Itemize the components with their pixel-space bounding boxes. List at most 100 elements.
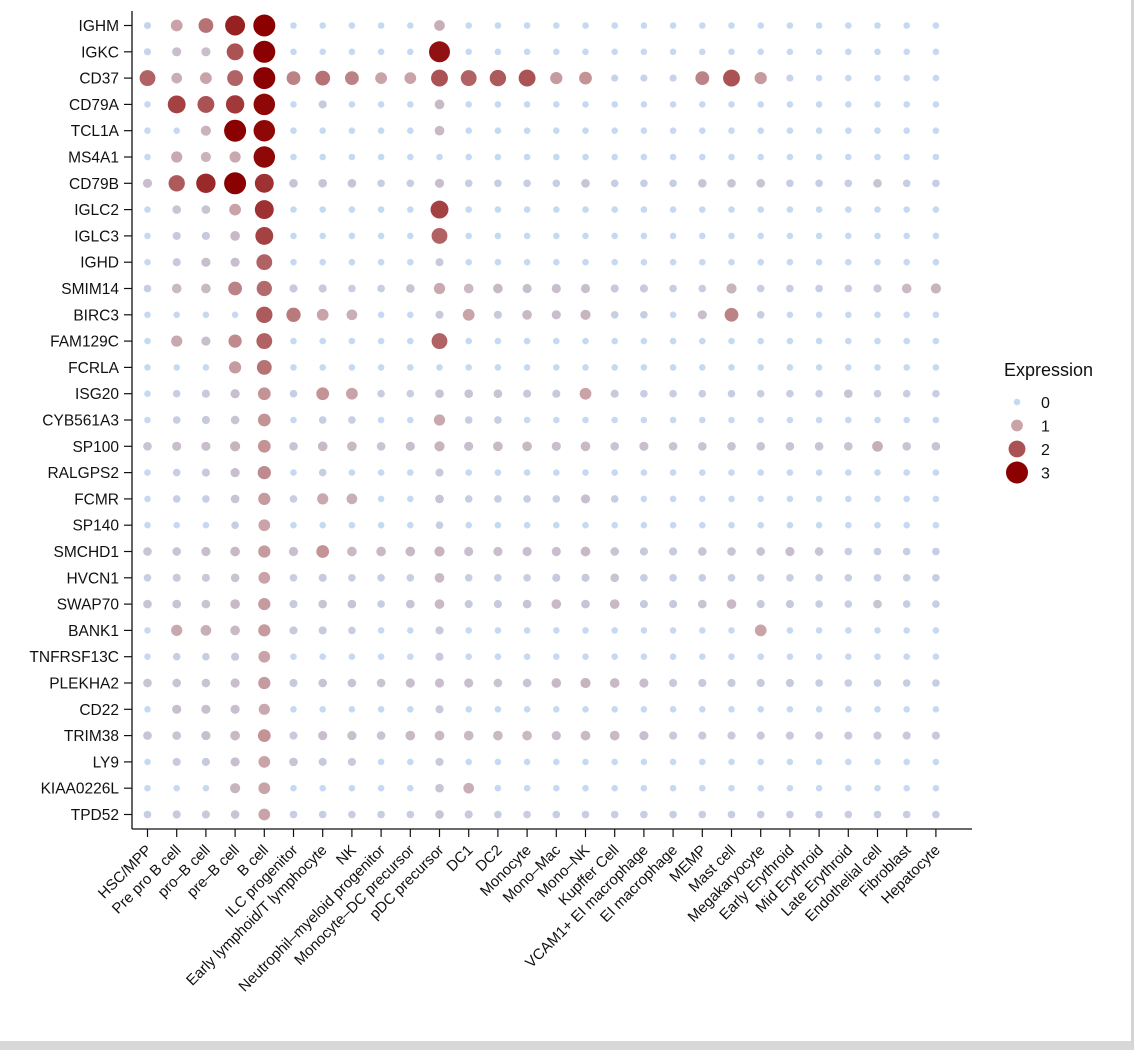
expression-dot	[523, 258, 531, 266]
expression-dot	[815, 679, 823, 687]
expression-dot	[756, 547, 766, 556]
expression-dot	[436, 153, 443, 161]
expression-dot	[902, 679, 911, 687]
expression-dot	[874, 232, 881, 240]
expression-dot	[377, 337, 385, 345]
expression-dot	[463, 782, 475, 794]
expression-dot	[523, 232, 531, 240]
expression-dot	[465, 521, 473, 529]
expression-dot	[406, 810, 415, 819]
expression-dot	[728, 206, 735, 213]
expression-dot	[201, 415, 210, 425]
expression-dot	[845, 258, 852, 266]
expression-dot	[785, 678, 794, 688]
expression-dot	[728, 469, 735, 476]
expression-dot	[348, 364, 356, 371]
expression-dot	[494, 416, 502, 424]
expression-dot	[815, 311, 823, 319]
expression-dot	[464, 678, 474, 688]
expression-dot	[230, 678, 240, 688]
expression-dot	[757, 653, 764, 660]
expression-dot	[757, 22, 764, 29]
gene-label: BANK1	[68, 623, 119, 640]
expression-dot	[815, 731, 824, 740]
expression-dot	[815, 627, 823, 634]
expression-dot	[699, 22, 706, 29]
expression-dot	[640, 758, 648, 766]
expression-dot	[433, 282, 446, 295]
expression-dot	[200, 72, 212, 84]
expression-dot	[230, 257, 240, 267]
expression-dot	[845, 311, 852, 319]
expression-dot	[465, 653, 473, 660]
expression-dot	[756, 731, 765, 740]
expression-dot	[757, 784, 764, 792]
expression-dot	[903, 22, 910, 29]
expression-dot	[932, 337, 940, 345]
expression-dot	[639, 284, 648, 293]
expression-dot	[551, 310, 561, 320]
expression-dot	[464, 546, 474, 557]
expression-dot	[697, 441, 707, 451]
expression-dot	[611, 258, 618, 266]
expression-dot	[815, 653, 823, 660]
expression-dot	[198, 18, 214, 33]
expression-dot	[903, 48, 910, 56]
expression-dot	[253, 146, 276, 168]
expression-dot	[757, 258, 764, 266]
expression-dot	[493, 310, 502, 319]
expression-dot	[347, 678, 357, 688]
gene-label: FCMR	[74, 491, 119, 508]
expression-dot	[202, 784, 210, 792]
expression-dot	[201, 704, 211, 714]
expression-dot	[465, 364, 473, 371]
expression-dot	[932, 311, 940, 319]
expression-dot	[348, 521, 356, 529]
expression-dot	[523, 179, 531, 188]
expression-dot	[932, 653, 940, 660]
expression-dot	[552, 495, 561, 503]
expression-dot	[932, 573, 940, 582]
expression-dot	[640, 784, 648, 792]
gene-label: HVCN1	[66, 570, 119, 587]
expression-dot	[173, 521, 180, 529]
expression-dot	[553, 48, 560, 56]
expression-dot	[611, 337, 618, 345]
expression-dot	[435, 783, 444, 793]
expression-dot	[377, 784, 385, 792]
expression-dot	[435, 389, 444, 399]
expression-dot	[757, 706, 764, 713]
expression-dot	[201, 205, 211, 214]
expression-dot	[932, 547, 940, 556]
expression-dot	[874, 258, 881, 266]
expression-dot	[815, 153, 823, 161]
legend-label: 0	[1041, 395, 1050, 412]
expression-dot	[494, 48, 502, 56]
expression-dot	[406, 389, 415, 398]
expression-dot	[874, 153, 881, 161]
expression-dot	[201, 599, 211, 609]
expression-dot	[932, 179, 940, 188]
expression-dot	[932, 48, 940, 56]
expression-dot	[224, 119, 247, 142]
expression-dot	[815, 258, 823, 266]
expression-dot	[465, 337, 473, 345]
expression-dot	[756, 810, 765, 819]
expression-dot	[640, 495, 648, 503]
expression-dot	[757, 101, 764, 108]
expression-dot	[932, 416, 940, 424]
expression-dot	[699, 127, 706, 134]
expression-dot	[319, 22, 327, 29]
expression-dot	[201, 257, 211, 267]
expression-dot	[932, 627, 940, 634]
expression-dot	[756, 573, 765, 582]
expression-dot	[230, 415, 240, 425]
expression-dot	[697, 547, 707, 556]
expression-dot	[228, 361, 242, 374]
expression-dot	[523, 22, 531, 29]
expression-dot	[581, 810, 590, 819]
expression-dot	[522, 283, 532, 294]
expression-dot	[551, 731, 561, 741]
expression-dot	[201, 573, 210, 582]
expression-dot	[318, 178, 328, 188]
